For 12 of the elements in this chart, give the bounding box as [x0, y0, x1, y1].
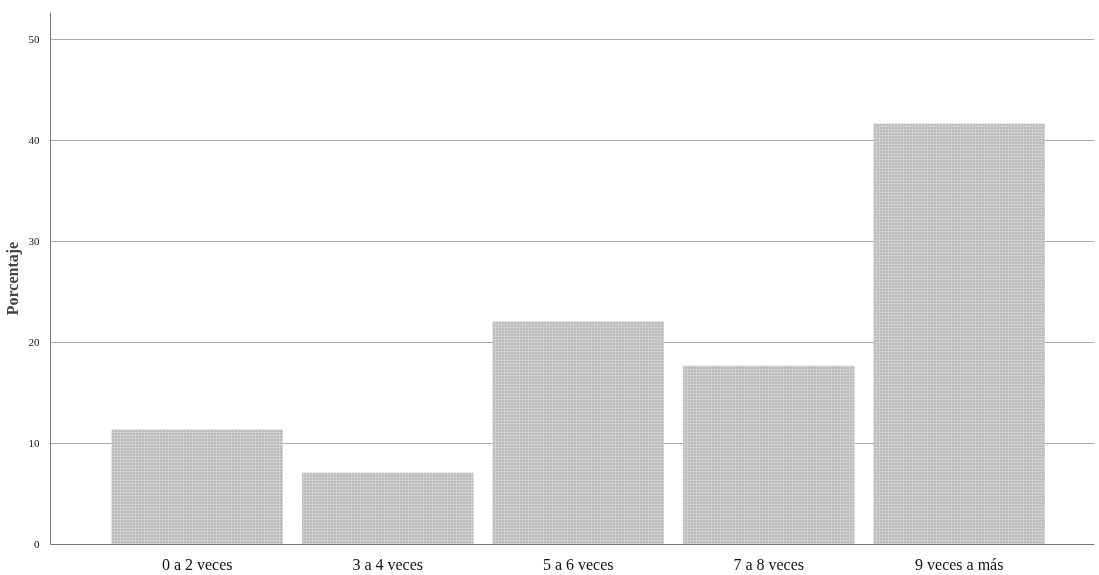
y-tick-label: 50	[28, 33, 40, 46]
y-tick-label: 30	[28, 235, 40, 248]
x-tick-label: 0 a 2 veces	[161, 555, 233, 573]
y-tick-label: 10	[28, 437, 40, 450]
y-tick-label: 20	[28, 336, 40, 349]
y-tick-label: 0	[34, 538, 40, 550]
x-tick-label: 5 a 6 veces	[542, 555, 614, 573]
y-axis-title: Porcentaje	[3, 241, 22, 316]
y-tick-label: 40	[28, 134, 40, 147]
x-tick-label: 7 a 8 veces	[733, 555, 805, 573]
x-tick-label: 9 veces a más	[915, 555, 1004, 573]
x-tick-label: 3 a 4 veces	[352, 555, 424, 573]
